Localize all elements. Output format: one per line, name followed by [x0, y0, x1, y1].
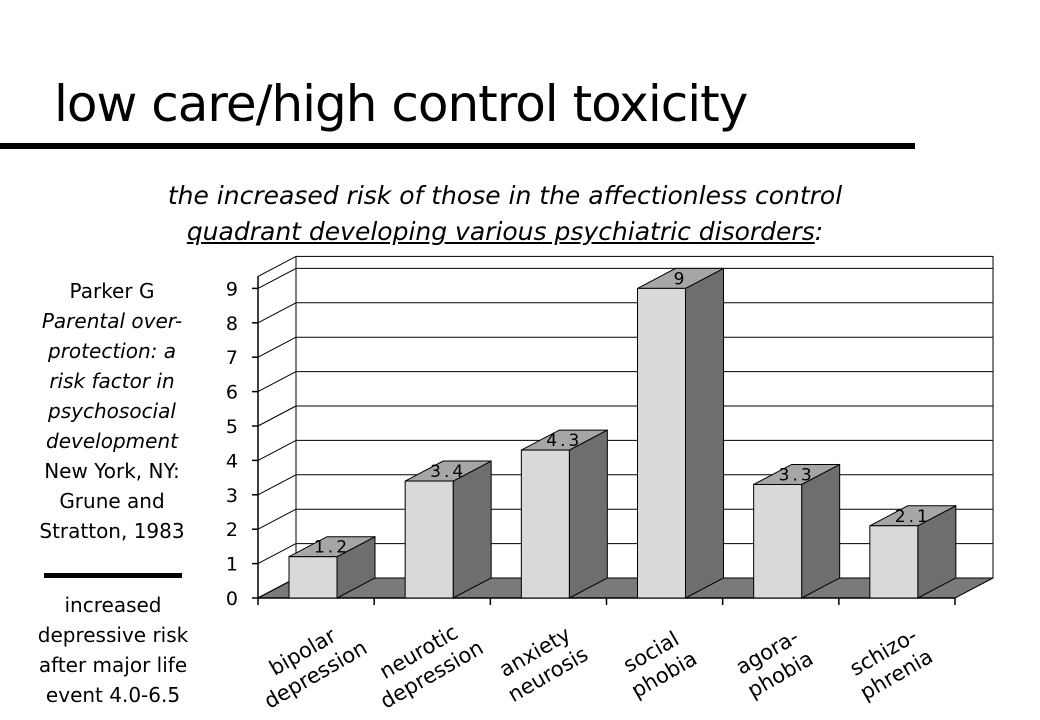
y-tick-label: 7 — [226, 347, 238, 369]
y-tick-label: 8 — [226, 313, 238, 335]
x-category-label: agora-phobia — [730, 624, 817, 703]
x-category-label: bipolardepression — [247, 613, 371, 714]
x-category-label: anxietyneurosis — [491, 619, 592, 706]
risk-note-line: event 4.0-6.5 — [45, 683, 181, 707]
y-tick-label: 4 — [226, 450, 238, 472]
gridline-side — [257, 543, 297, 565]
gridline-side — [257, 508, 297, 530]
bar — [753, 483, 803, 599]
citation-divider — [44, 573, 182, 578]
subtitle: the increased risk of those in the affec… — [0, 178, 1010, 250]
gridline-side — [257, 336, 297, 358]
data-label: 3.4 — [430, 462, 466, 482]
risk-note: increased depressive risk after major li… — [10, 590, 216, 710]
y-tick-label: 3 — [226, 485, 238, 507]
y-tick-label: 6 — [226, 382, 238, 404]
citation-title-line: risk factor in — [49, 369, 175, 393]
bar — [288, 556, 338, 599]
gridline-side — [257, 302, 297, 324]
y-tick-label: 0 — [226, 588, 238, 610]
citation-author: Parker G — [69, 279, 155, 303]
risk-note-line: increased — [64, 593, 162, 617]
y-tick-label: 9 — [226, 278, 238, 300]
gridline-side — [257, 267, 297, 289]
bar — [637, 287, 686, 599]
citation: Parker G Parental over- protection: a ri… — [14, 276, 210, 546]
title-underline — [0, 143, 915, 149]
citation-title-line: development — [46, 429, 178, 453]
data-label: 1.2 — [314, 538, 350, 558]
risk-note-line: depressive risk — [37, 623, 189, 647]
data-label: 9 — [674, 269, 688, 289]
citation-title-line: protection: a — [48, 339, 176, 363]
citation-publisher-line: New York, NY: — [44, 459, 180, 483]
x-category-label: schizo-phrenia — [843, 622, 937, 705]
citation-title-line: psychosocial — [48, 399, 176, 423]
page-title: low care/high control toxicity — [54, 75, 748, 133]
bar-side — [685, 267, 724, 599]
y-tick-label: 5 — [226, 416, 238, 438]
subtitle-underlined-text: quadrant developing various psychiatric … — [186, 217, 815, 246]
data-label: 4.3 — [546, 431, 582, 451]
x-category-label: socialphobia — [614, 624, 701, 703]
y-tick-label: 1 — [226, 554, 238, 576]
data-label: 2.1 — [895, 507, 931, 527]
gridline-side — [257, 474, 297, 496]
y-tick-label: 2 — [226, 519, 238, 541]
x-category-label: neuroticdepression — [363, 613, 487, 714]
bar — [869, 525, 919, 599]
subtitle-line-1: the increased risk of those in the affec… — [167, 181, 843, 210]
citation-title-line: Parental over- — [41, 309, 183, 333]
gridline-side — [257, 439, 297, 461]
bar — [404, 480, 454, 599]
citation-publisher-line: Stratton, 1983 — [39, 519, 185, 543]
bar-side — [568, 429, 608, 599]
bar — [520, 449, 570, 599]
subtitle-line-2: quadrant developing various psychiatric … — [0, 214, 1010, 250]
risk-note-line: after major life — [38, 653, 188, 677]
subtitle-colon: : — [814, 217, 824, 246]
gridline-side — [257, 371, 297, 393]
citation-publisher-line: Grune and — [59, 489, 165, 513]
data-label: 3.3 — [779, 465, 815, 485]
gridline-side — [257, 405, 297, 427]
